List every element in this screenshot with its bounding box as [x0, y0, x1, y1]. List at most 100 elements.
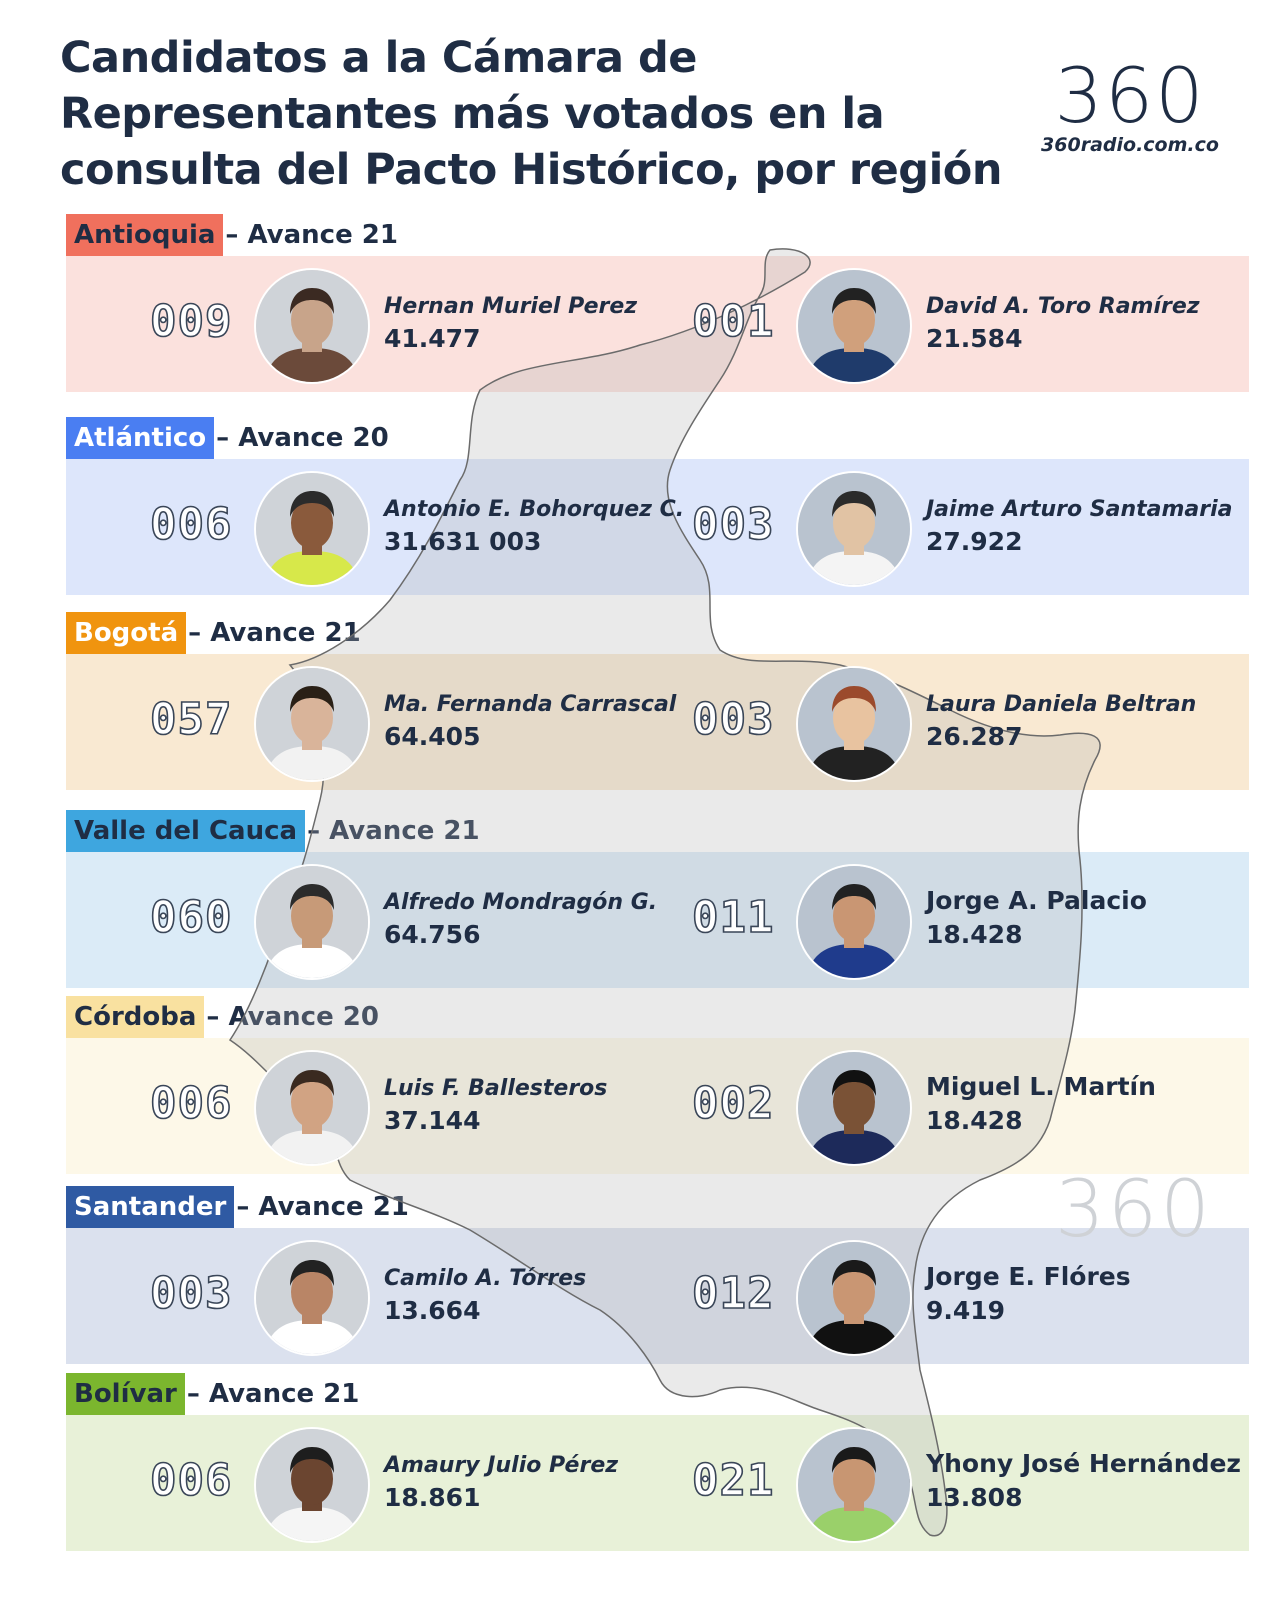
candidate-name: Amaury Julio Pérez	[384, 1453, 619, 1478]
candidate-photo	[254, 268, 370, 384]
candidate-votes: 18.428	[926, 1106, 1023, 1135]
candidate-photo	[796, 864, 912, 980]
region-avance: – Avance 21	[236, 1192, 409, 1222]
candidate-photo	[254, 1427, 370, 1543]
region-avance: – Avance 21	[186, 1379, 360, 1409]
candidate-card[interactable]: 057 Ma. Fernanda Carrascal 64.405	[66, 654, 676, 790]
region-label: Bogotá – Avance 21	[66, 612, 361, 654]
candidate-photo	[254, 666, 370, 782]
candidate-name: Laura Daniela Beltran	[926, 692, 1197, 717]
region-avance: – Avance 20	[216, 423, 389, 453]
candidate-card[interactable]: 006 Amaury Julio Pérez 18.861	[66, 1415, 626, 1551]
region-avance: – Avance 20	[206, 1002, 379, 1032]
region-label: Valle del Cauca – Avance 21	[66, 810, 480, 852]
candidate-number: 003	[149, 1267, 233, 1320]
candidate-photo	[254, 1050, 370, 1166]
candidate-name: Hernan Muriel Perez	[384, 294, 638, 319]
candidate-votes: 64.405	[384, 722, 481, 751]
candidate-number: 011	[691, 891, 775, 944]
candidate-card[interactable]: 011 Jorge A. Palacio 18.428	[608, 852, 1168, 988]
region-band: 006 Luis F. Ballesteros 37.144 002 Miguel L.…	[66, 1038, 1249, 1174]
radio-logo[interactable]: 360 360radio.com.co	[1035, 51, 1225, 157]
candidate-name: Jaime Arturo Santamaria	[926, 497, 1233, 522]
region-name-tag: Bogotá	[66, 612, 187, 654]
candidate-number: 021	[691, 1454, 775, 1507]
watermark-360: 360	[1055, 1165, 1213, 1255]
candidate-number: 057	[149, 693, 233, 746]
region-band: 009 Hernan Muriel Perez 41.477 001 David A. …	[66, 256, 1249, 392]
region-avance: – Avance 21	[225, 220, 398, 250]
candidate-votes: 13.664	[384, 1296, 481, 1325]
candidate-number: 006	[149, 1454, 233, 1507]
candidate-card[interactable]: 006 Antonio E. Bohorquez C. 31.631 003	[66, 459, 684, 595]
region-name-tag: Santander	[66, 1186, 235, 1228]
candidate-name: Jorge A. Palacio	[926, 886, 1147, 915]
candidate-votes: 18.428	[926, 920, 1023, 949]
candidate-card[interactable]: 003 Camilo A. Tórres 13.664	[66, 1228, 626, 1364]
region-band: 060 Alfredo Mondragón G. 64.756 011 Jorge A.…	[66, 852, 1249, 988]
candidate-votes: 26.287	[926, 722, 1023, 751]
candidate-photo	[796, 471, 912, 587]
region-name-tag: Bolívar	[66, 1373, 185, 1415]
candidate-name: Miguel L. Martín	[926, 1072, 1156, 1101]
candidate-number: 006	[149, 498, 233, 551]
candidate-votes: 31.631 003	[384, 527, 542, 556]
region-band: 006 Antonio E. Bohorquez C. 31.631 003 003 J…	[66, 459, 1249, 595]
region-label: Atlántico – Avance 20	[66, 417, 389, 459]
candidate-number: 003	[691, 498, 775, 551]
candidate-photo	[796, 1240, 912, 1356]
candidate-name: Yhony José Hernández	[926, 1449, 1241, 1478]
region-name-tag: Valle del Cauca	[66, 810, 306, 852]
candidate-number: 002	[691, 1077, 775, 1130]
candidate-card[interactable]: 003 Jaime Arturo Santamaria 27.922	[608, 459, 1232, 595]
candidate-number: 003	[691, 693, 775, 746]
logo-mark: 360	[1054, 51, 1206, 140]
candidate-card[interactable]: 003 Laura Daniela Beltran 26.287	[608, 654, 1196, 790]
region-name-tag: Atlántico	[66, 417, 215, 459]
candidate-number: 009	[149, 295, 233, 348]
region-name-tag: Antioquia	[66, 214, 224, 256]
candidate-votes: 21.584	[926, 324, 1023, 353]
page-title: Candidatos a la Cámara de Representantes…	[60, 33, 1002, 195]
region-band: 057 Ma. Fernanda Carrascal 64.405 003 Laura …	[66, 654, 1249, 790]
candidate-votes: 18.861	[384, 1483, 481, 1512]
candidate-votes: 13.808	[926, 1483, 1023, 1512]
candidate-votes: 64.756	[384, 920, 481, 949]
region-label: Bolívar – Avance 21	[66, 1373, 359, 1415]
candidate-name: Luis F. Ballesteros	[384, 1076, 608, 1101]
region-band: 006 Amaury Julio Pérez 18.861 021 Yhony José…	[66, 1415, 1249, 1551]
candidate-name: Ma. Fernanda Carrascal	[384, 692, 677, 717]
candidate-name: Antonio E. Bohorquez C.	[384, 497, 685, 522]
candidate-number: 006	[149, 1077, 233, 1130]
candidate-card[interactable]: 001 David A. Toro Ramírez 21.584	[608, 256, 1200, 392]
candidate-photo	[254, 864, 370, 980]
logo-url: 360radio.com.co	[1041, 134, 1219, 156]
candidate-photo	[796, 666, 912, 782]
candidate-photo	[796, 268, 912, 384]
candidate-number: 012	[691, 1267, 775, 1320]
candidate-votes: 9.419	[926, 1296, 1006, 1325]
region-label: Córdoba – Avance 20	[66, 996, 379, 1038]
candidate-photo	[254, 471, 370, 587]
candidate-name: Camilo A. Tórres	[384, 1266, 587, 1291]
candidate-number: 001	[691, 295, 775, 348]
region-label: Santander – Avance 21	[66, 1186, 409, 1228]
candidate-photo	[796, 1427, 912, 1543]
region-name-tag: Córdoba	[66, 996, 205, 1038]
region-avance: – Avance 21	[307, 816, 480, 846]
region-avance: – Avance 21	[188, 618, 361, 648]
candidate-name: Alfredo Mondragón G.	[384, 890, 658, 915]
candidate-photo	[254, 1240, 370, 1356]
candidate-photo	[796, 1050, 912, 1166]
candidate-votes: 41.477	[384, 324, 481, 353]
candidate-card[interactable]: 060 Alfredo Mondragón G. 64.756	[66, 852, 657, 988]
candidate-number: 060	[149, 891, 233, 944]
candidate-card[interactable]: 002 Miguel L. Martín 18.428	[608, 1038, 1168, 1174]
candidate-card[interactable]: 006 Luis F. Ballesteros 37.144	[66, 1038, 626, 1174]
candidate-card[interactable]: 009 Hernan Muriel Perez 41.477	[66, 256, 637, 392]
candidate-votes: 37.144	[384, 1106, 481, 1135]
region-label: Antioquia – Avance 21	[66, 214, 398, 256]
candidate-name: David A. Toro Ramírez	[926, 294, 1200, 319]
candidate-card[interactable]: 021 Yhony José Hernández 13.808	[608, 1415, 1241, 1551]
candidate-votes: 27.922	[926, 527, 1023, 556]
